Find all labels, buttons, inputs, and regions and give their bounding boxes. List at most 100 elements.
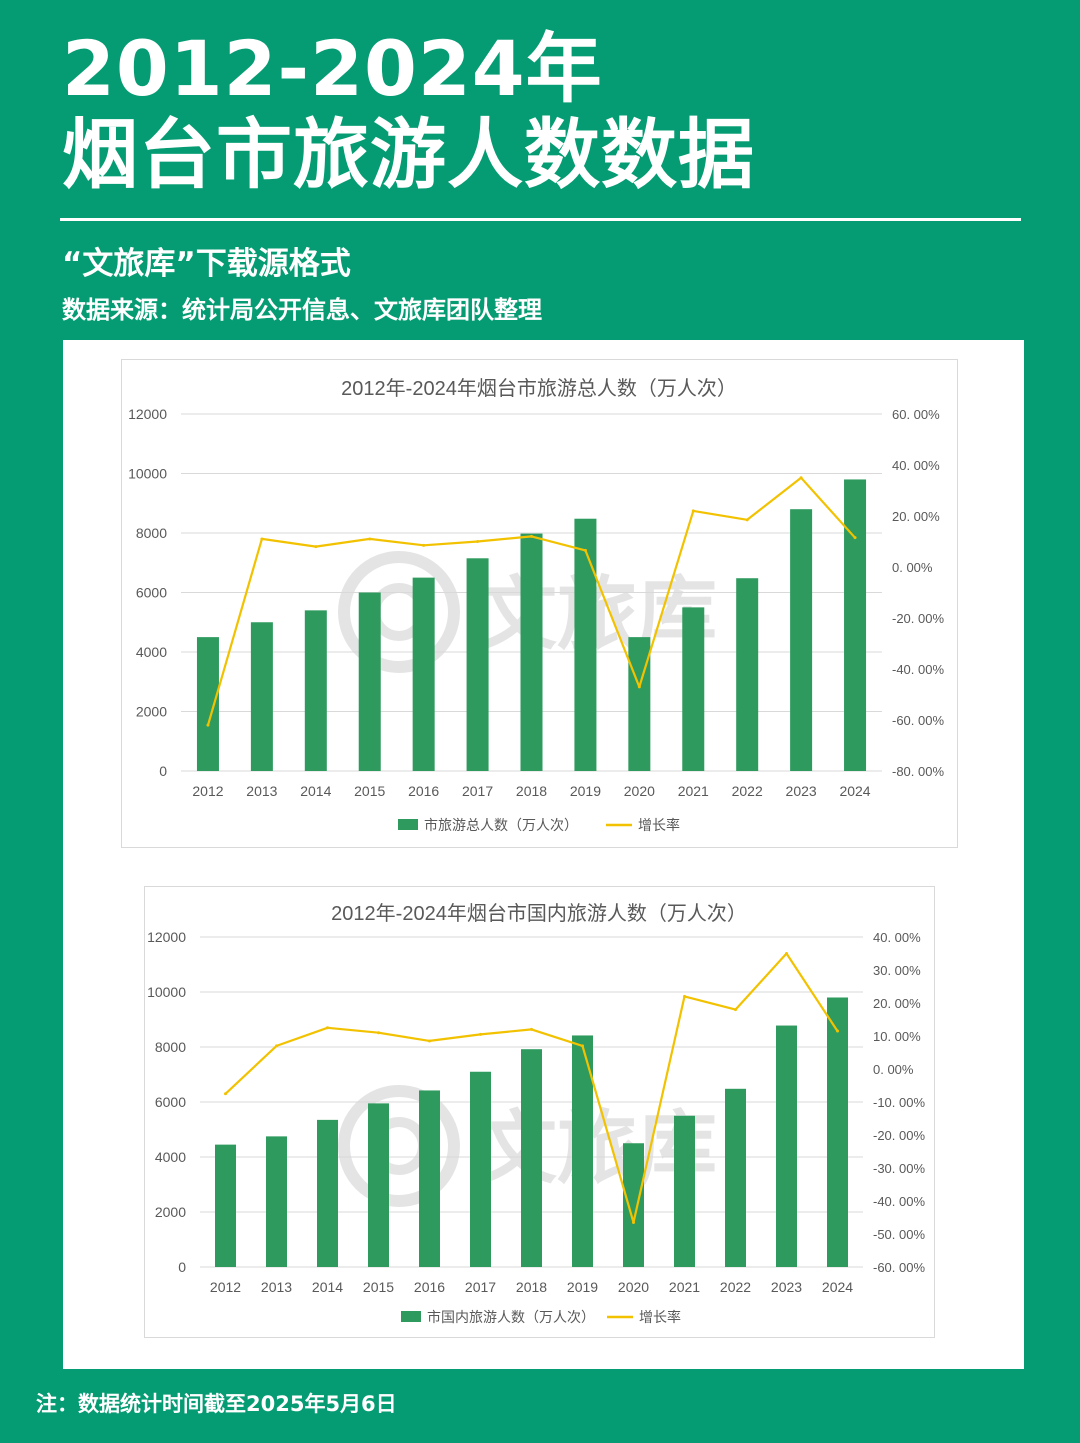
y-right-tick-label: 10. 00% bbox=[873, 1029, 921, 1044]
x-tick-label: 2016 bbox=[408, 783, 439, 799]
y-right-tick-label: -60. 00% bbox=[873, 1260, 925, 1275]
watermark-text: 文旅库 bbox=[477, 570, 717, 659]
bar-2020 bbox=[628, 637, 651, 771]
bar-2017 bbox=[470, 1071, 491, 1267]
y-right-tick-label: -20. 00% bbox=[873, 1128, 925, 1143]
x-tick-label: 2020 bbox=[624, 783, 655, 799]
domestic-visitors-chart: 文旅库 2012年-2024年烟台市国内旅游人数（万人次） 0 2000 4000 600… bbox=[144, 886, 935, 1338]
y-right-tick-label: -60. 00% bbox=[892, 713, 944, 728]
watermark: 文旅库 bbox=[338, 551, 717, 673]
bar-2021 bbox=[674, 1115, 695, 1267]
bar-2016 bbox=[419, 1090, 440, 1267]
bar-2015 bbox=[368, 1103, 389, 1267]
growth-rate-point-2017 bbox=[476, 540, 480, 543]
growth-rate-point-2019 bbox=[581, 1044, 584, 1048]
growth-rate-point-2015 bbox=[377, 1031, 380, 1035]
y-left-tick-label: 0 bbox=[178, 1259, 186, 1275]
growth-rate-point-2022 bbox=[734, 1008, 737, 1012]
x-tick-label: 2017 bbox=[462, 783, 493, 799]
y-right-tick-label: 30. 00% bbox=[873, 963, 921, 978]
x-tick-label: 2019 bbox=[570, 783, 601, 799]
growth-rate-point-2018 bbox=[530, 1027, 533, 1031]
chart-title: 2012年-2024年烟台市旅游总人数（万人次） bbox=[341, 377, 737, 400]
y-left-tick-label: 2000 bbox=[155, 1204, 186, 1220]
y-left-tick-label: 6000 bbox=[136, 585, 167, 601]
title-line-1: 2012-2024年 bbox=[62, 24, 603, 113]
growth-rate-point-2014 bbox=[314, 545, 318, 549]
bar-2023 bbox=[776, 1025, 797, 1267]
wenlvku-logo-icon bbox=[338, 551, 460, 673]
bar-2023 bbox=[790, 509, 813, 771]
domestic-visitors-chart-svg: 文旅库2012年-2024年烟台市国内旅游人数（万人次）020004000600… bbox=[147, 902, 925, 1325]
growth-rate-point-2018 bbox=[530, 534, 533, 538]
bar-2018 bbox=[520, 533, 543, 771]
y-left-tick-label: 0 bbox=[159, 763, 167, 779]
x-tick-label: 2012 bbox=[192, 783, 223, 799]
growth-rate-point-2016 bbox=[422, 543, 426, 547]
y-left-tick-label: 12000 bbox=[147, 929, 186, 945]
growth-rate-point-2023 bbox=[799, 476, 803, 480]
title-divider bbox=[60, 218, 1021, 221]
bar-2019 bbox=[574, 518, 597, 771]
bar-2016 bbox=[412, 577, 435, 771]
bar-2022 bbox=[725, 1088, 746, 1267]
bar-2013 bbox=[266, 1136, 287, 1267]
bar-2014 bbox=[317, 1119, 338, 1267]
growth-rate-point-2020 bbox=[637, 685, 641, 689]
x-tick-label: 2024 bbox=[822, 1279, 853, 1295]
y-right-tick-label: 20. 00% bbox=[873, 996, 921, 1011]
y-right-tick-label: -30. 00% bbox=[873, 1161, 925, 1176]
bar-2024 bbox=[844, 479, 867, 771]
y-left-tick-label: 8000 bbox=[136, 525, 167, 541]
growth-rate-point-2013 bbox=[275, 1044, 278, 1048]
data-source: 数据来源：统计局公开信息、文旅库团队整理 bbox=[62, 296, 542, 324]
growth-rate-point-2019 bbox=[583, 548, 587, 552]
x-tick-label: 2020 bbox=[618, 1279, 649, 1295]
bar-2013 bbox=[250, 622, 273, 771]
y-left-tick-label: 12000 bbox=[128, 406, 167, 422]
growth-rate-point-2020 bbox=[632, 1220, 635, 1224]
bar-2020 bbox=[623, 1143, 644, 1267]
legend-line-label: 增长率 bbox=[638, 817, 680, 833]
x-tick-label: 2021 bbox=[669, 1279, 700, 1295]
growth-rate-point-2015 bbox=[368, 537, 372, 541]
x-tick-label: 2015 bbox=[354, 783, 385, 799]
x-tick-label: 2022 bbox=[720, 1279, 751, 1295]
bar-2015 bbox=[358, 592, 381, 771]
x-tick-label: 2016 bbox=[414, 1279, 445, 1295]
bar-2018 bbox=[521, 1049, 542, 1267]
legend-bar-label: 市国内旅游人数（万人次） bbox=[427, 1309, 595, 1325]
growth-rate-point-2012 bbox=[224, 1092, 227, 1096]
growth-rate-point-2021 bbox=[691, 509, 695, 513]
wenlvku-logo-icon bbox=[338, 1085, 460, 1207]
y-left-tick-label: 8000 bbox=[155, 1039, 186, 1055]
title-line-2: 烟台市旅游人数数据 bbox=[62, 110, 755, 199]
y-left-tick-label: 10000 bbox=[147, 984, 186, 1000]
y-right-tick-label: 40. 00% bbox=[873, 930, 921, 945]
x-tick-label: 2022 bbox=[732, 783, 763, 799]
subtitle: “文旅库”下载源格式 bbox=[62, 246, 351, 282]
bar-2019 bbox=[572, 1035, 593, 1267]
growth-rate-point-2024 bbox=[853, 536, 857, 540]
bar-2022 bbox=[736, 578, 759, 771]
legend-bar-label: 市旅游总人数（万人次） bbox=[424, 817, 578, 833]
x-tick-label: 2021 bbox=[678, 783, 709, 799]
y-right-tick-label: 20. 00% bbox=[892, 509, 940, 524]
y-right-tick-label: 0. 00% bbox=[873, 1062, 914, 1077]
growth-rate-point-2014 bbox=[326, 1026, 329, 1030]
growth-rate-point-2016 bbox=[428, 1039, 431, 1043]
bar-2014 bbox=[304, 610, 327, 771]
legend-bar-swatch bbox=[398, 819, 418, 830]
growth-rate-point-2024 bbox=[836, 1029, 839, 1033]
y-right-tick-label: -10. 00% bbox=[873, 1095, 925, 1110]
legend-line-label: 增长率 bbox=[639, 1309, 681, 1325]
y-left-tick-label: 4000 bbox=[136, 644, 167, 660]
page-title: 2012-2024年 烟台市旅游人数数据 bbox=[62, 26, 755, 198]
x-tick-label: 2013 bbox=[261, 1279, 292, 1295]
x-tick-label: 2015 bbox=[363, 1279, 394, 1295]
growth-rate-point-2021 bbox=[683, 994, 686, 998]
y-right-tick-label: 40. 00% bbox=[892, 458, 940, 473]
growth-rate-point-2012 bbox=[206, 723, 210, 727]
y-left-tick-label: 2000 bbox=[136, 704, 167, 720]
legend-bar-swatch bbox=[401, 1311, 421, 1322]
